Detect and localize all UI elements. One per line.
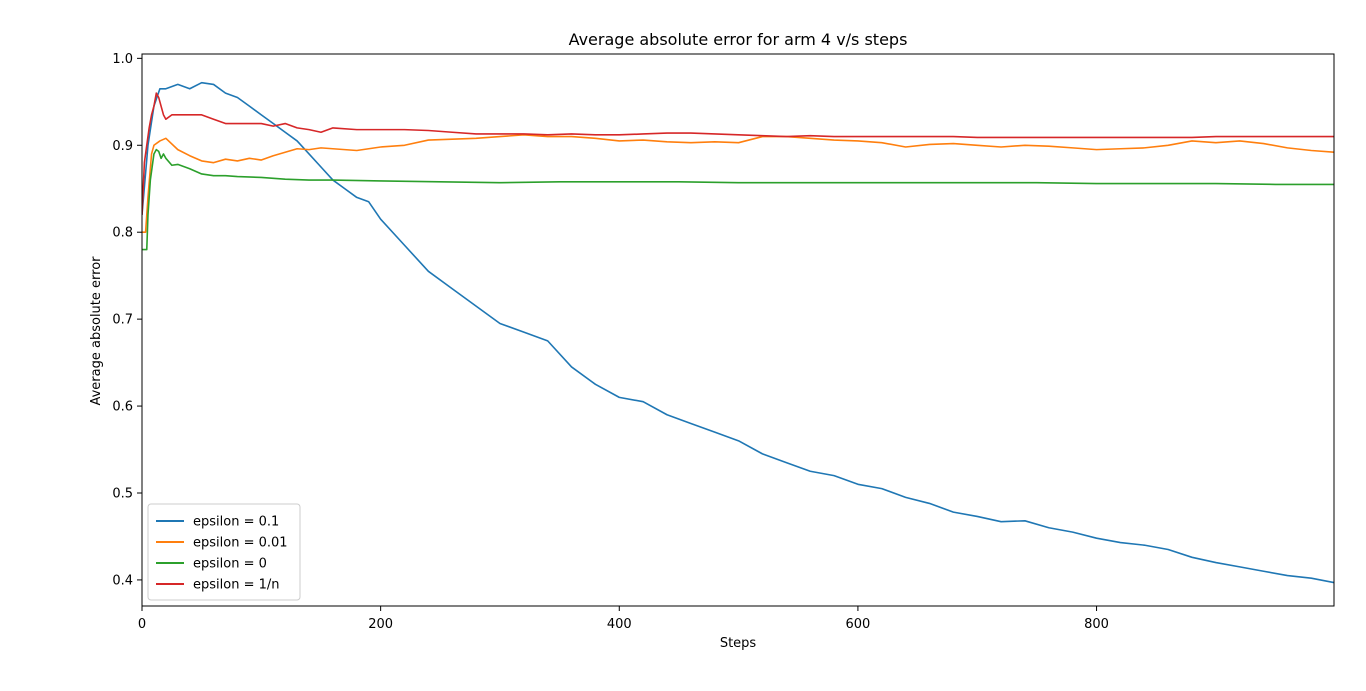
- x-axis-label: Steps: [720, 636, 757, 651]
- series-line-3: [142, 148, 1334, 251]
- y-tick-label: 0.7: [112, 313, 133, 328]
- x-tick-label: 400: [607, 617, 632, 632]
- y-tick-label: 0.8: [112, 226, 133, 241]
- legend: epsilon = 0.1 epsilon = 0.01 epsilon = 0 ep…: [147, 503, 301, 601]
- x-tick-label: 600: [846, 617, 871, 632]
- legend-label-2: epsilon = 0.01: [193, 536, 288, 551]
- x-tick-label: 0: [138, 617, 146, 632]
- x-tick-label: 800: [1084, 617, 1109, 632]
- legend-label-3: epsilon = 0: [193, 557, 267, 572]
- legend-label-4: epsilon = 1/n: [193, 578, 280, 593]
- y-tick-label: 0.5: [112, 486, 133, 501]
- y-tick-label: 1.0: [112, 52, 133, 67]
- legend-box: [147, 503, 301, 601]
- series-line-1: [142, 81, 1334, 584]
- legend-label-1: epsilon = 0.1: [193, 515, 279, 530]
- x-tick-label: 200: [368, 617, 393, 632]
- plot-area: [142, 81, 1334, 584]
- axes-frame: [141, 53, 1335, 607]
- y-tick-label: 0.6: [112, 400, 133, 415]
- y-axis-label: Average absolute error: [89, 256, 104, 406]
- y-tick-label: 0.4: [112, 573, 133, 588]
- series-lines: [142, 81, 1334, 584]
- axes: 0 200 400 600 800 0.4 0.5 0.6 0.7 0.8 0.9 1.0: [112, 52, 1335, 632]
- series-line-2: [142, 134, 1334, 233]
- series-line-4: [142, 92, 1334, 215]
- chart-title: Average absolute error for arm 4 v/s ste…: [569, 30, 908, 49]
- y-tick-label: 0.9: [112, 139, 133, 154]
